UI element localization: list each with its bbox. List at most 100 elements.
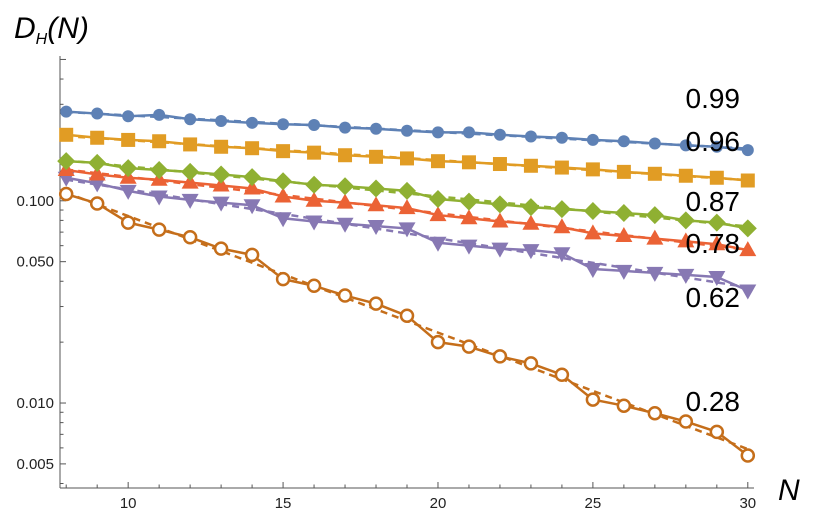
data-point (677, 268, 695, 284)
data-point (738, 219, 757, 238)
data-point (555, 131, 568, 144)
data-point (739, 241, 757, 257)
x-tick-label: 10 (120, 495, 137, 512)
data-point (306, 278, 322, 294)
data-point (741, 144, 754, 157)
data-point (679, 139, 692, 152)
data-point (460, 239, 478, 255)
axes: 10 15 20 25 30 0.005 0.010 0.050 0.100 (16, 56, 756, 512)
data-point (490, 195, 509, 214)
data-point (184, 113, 197, 126)
data-point (88, 177, 106, 193)
data-point (275, 271, 291, 287)
data-point (181, 173, 199, 189)
data-point (58, 186, 74, 202)
data-point (678, 168, 693, 183)
y-tick-label: 0.010 (16, 395, 54, 412)
data-point (119, 159, 138, 178)
data-point (91, 107, 104, 120)
data-point (399, 308, 415, 324)
data-point (647, 406, 663, 421)
data-point (151, 222, 167, 237)
data-point (585, 162, 600, 177)
data-point (586, 133, 599, 146)
data-point (336, 217, 354, 233)
data-point (369, 149, 384, 164)
x-tick-label: 15 (275, 495, 292, 512)
y-tick-label: 0.050 (16, 254, 54, 271)
data-point (181, 162, 200, 181)
data-point (491, 212, 509, 228)
series-0.99 (60, 105, 754, 157)
data-point (707, 213, 726, 232)
data-point (678, 414, 694, 429)
y-tick-label: 0.100 (16, 193, 54, 210)
x-tick-label: 25 (585, 495, 602, 512)
series-label-0.28: 0.28 (686, 386, 741, 417)
data-point (615, 226, 633, 242)
data-point (182, 230, 198, 245)
data-point (493, 128, 506, 141)
data-point (552, 200, 571, 219)
data-point (212, 176, 230, 192)
series-0.62 (57, 171, 757, 300)
data-point (522, 244, 540, 260)
data-point (276, 144, 291, 159)
data-point (617, 135, 630, 148)
data-point (183, 137, 198, 152)
data-point (615, 264, 633, 280)
data-point (339, 121, 352, 134)
data-point (583, 202, 602, 221)
series-label-0.96: 0.96 (686, 126, 741, 157)
data-point (243, 179, 261, 195)
data-point (150, 190, 168, 206)
data-point (122, 110, 135, 123)
data-point (338, 148, 353, 163)
data-point (337, 288, 353, 303)
data-point (553, 218, 571, 234)
data-point (181, 193, 199, 209)
data-point (740, 173, 755, 188)
data-point (89, 196, 105, 211)
data-point (584, 262, 602, 278)
data-point (336, 177, 355, 196)
data-point (212, 165, 231, 184)
data-point (676, 211, 695, 230)
data-point (431, 126, 444, 139)
data-point (554, 367, 570, 382)
data-point (274, 187, 292, 203)
x-axis-title: N (778, 474, 800, 507)
series-label-0.62: 0.62 (686, 282, 741, 313)
data-point (90, 130, 105, 145)
data-point (648, 137, 661, 150)
series-labels: 0.99 0.96 0.87 0.78 0.62 0.28 (686, 83, 741, 417)
series-0.28 (58, 186, 756, 463)
data-point (368, 296, 384, 311)
data-point (59, 127, 74, 142)
data-point (492, 349, 508, 364)
series-label-0.78: 0.78 (686, 228, 741, 259)
data-point (647, 166, 662, 181)
data-point (740, 448, 756, 463)
data-point (710, 140, 723, 153)
data-point (553, 247, 571, 263)
data-point (400, 151, 414, 166)
data-point (119, 184, 137, 200)
data-point (212, 196, 230, 212)
data-point (521, 198, 540, 217)
data-point (554, 160, 569, 175)
data-point (709, 424, 725, 440)
data-point (305, 191, 323, 207)
data-point (246, 116, 259, 129)
data-point (645, 206, 664, 225)
data-point (214, 139, 229, 154)
data-point (523, 158, 538, 173)
data-point (708, 270, 726, 286)
data-point (88, 153, 107, 172)
data-point (370, 122, 383, 135)
data-point (462, 126, 475, 139)
data-point (274, 212, 292, 228)
series-label-0.99: 0.99 (686, 83, 741, 114)
data-point (244, 247, 260, 263)
data-point (121, 132, 136, 147)
